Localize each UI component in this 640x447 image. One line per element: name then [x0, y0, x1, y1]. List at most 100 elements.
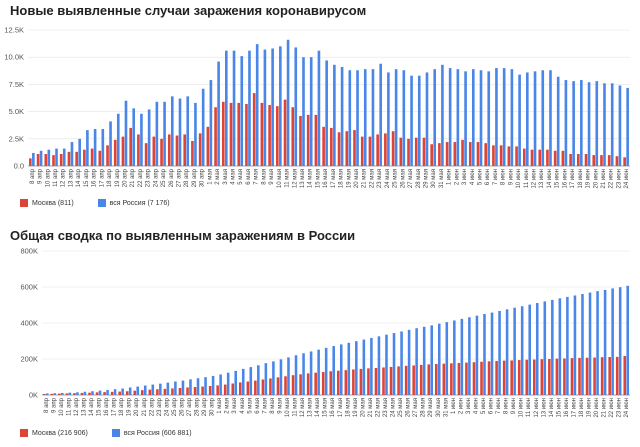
bar-moscow — [314, 372, 317, 395]
bar-moscow — [221, 101, 225, 166]
bar-moscow — [484, 143, 488, 166]
x-tick-label: 28 апр — [195, 397, 201, 416]
x-tick-label: 15 мая — [315, 169, 321, 188]
bar-russia — [264, 363, 268, 395]
x-tick-label: 21 июн — [602, 398, 608, 418]
x-tick-label: 6 мая — [246, 169, 252, 185]
x-tick-label: 9 июн — [511, 398, 517, 414]
x-tick-label: 21 июн — [601, 169, 607, 189]
x-tick-label: 16 мая — [323, 169, 329, 188]
x-tick-label: 22 июн — [609, 169, 615, 189]
bar-russia — [78, 138, 81, 166]
bar-russia — [611, 288, 614, 395]
bar-russia — [76, 392, 79, 395]
bar-russia — [143, 385, 147, 395]
chart-title: Общая сводка по выявленным заражениям в … — [10, 228, 356, 243]
bar-moscow — [600, 155, 603, 166]
x-tick-label: 17 мая — [338, 398, 344, 417]
bar-russia — [132, 108, 136, 166]
bar-moscow — [578, 357, 581, 395]
bar-russia — [437, 323, 441, 395]
bar-russia — [581, 294, 584, 395]
bar-russia — [186, 96, 190, 166]
x-tick-label: 27 апр — [177, 168, 183, 187]
bar-moscow — [95, 392, 99, 395]
bar-russia — [520, 306, 524, 395]
bar-russia — [109, 121, 112, 166]
bar-moscow — [404, 365, 408, 395]
bar-moscow — [268, 105, 271, 166]
bar-moscow — [129, 127, 132, 166]
x-tick-label: 22 апр — [138, 168, 144, 187]
x-tick-label: 10 апр — [45, 168, 51, 187]
bar-moscow — [237, 102, 241, 166]
x-tick-label: 22 апр — [149, 397, 155, 416]
bar-russia — [272, 361, 275, 395]
bar-russia — [181, 380, 185, 395]
bar-russia — [528, 304, 531, 395]
x-tick-label: 26 мая — [406, 398, 412, 417]
bar-russia — [464, 71, 467, 166]
bar-russia — [392, 333, 396, 395]
bar-moscow — [90, 148, 94, 166]
bar-moscow — [178, 387, 182, 395]
bar-russia — [279, 359, 283, 395]
bar-russia — [363, 69, 367, 166]
bar-russia — [47, 149, 51, 166]
legend-item-moscow: Москва (216 906) — [20, 429, 88, 437]
bar-moscow — [623, 157, 626, 166]
bar-moscow — [306, 373, 310, 395]
bar-russia — [572, 81, 575, 166]
bar-russia — [309, 57, 313, 167]
x-tick-label: 20 июн — [594, 398, 600, 418]
bar-russia — [468, 317, 471, 395]
bar-russia — [495, 68, 498, 166]
bar-russia — [610, 83, 614, 166]
bar-moscow — [276, 377, 280, 395]
bar-russia — [302, 353, 305, 395]
bar-russia — [170, 96, 174, 166]
x-tick-label: 16 мая — [330, 398, 336, 417]
bar-moscow — [52, 155, 55, 166]
bar-russia — [68, 392, 72, 395]
bar-moscow — [391, 131, 395, 166]
bar-moscow — [499, 145, 503, 166]
bar-moscow — [517, 360, 521, 395]
x-tick-label: 30 апр — [210, 397, 216, 416]
bar-moscow — [59, 154, 63, 166]
x-tick-label: 15 июн — [555, 169, 561, 189]
bar-russia — [564, 80, 568, 166]
y-tick-label: 2.5K — [9, 134, 24, 143]
x-tick-label: 3 мая — [223, 169, 229, 185]
x-tick-label: 4 мая — [231, 169, 237, 185]
bar-russia — [535, 303, 539, 395]
bar-moscow — [553, 150, 557, 166]
bar-moscow — [461, 139, 464, 166]
bar-moscow — [352, 369, 355, 395]
legend-label-russia: вся Россия (606 881) — [123, 429, 192, 437]
bar-russia — [430, 325, 433, 395]
bar-russia — [456, 69, 460, 166]
x-tick-label: 20 апр — [122, 168, 128, 187]
bar-russia — [588, 292, 592, 395]
bar-moscow — [546, 149, 549, 166]
x-tick-label: 16 июн — [562, 169, 568, 189]
bar-moscow — [67, 151, 71, 166]
x-tick-label: 17 апр — [112, 397, 118, 416]
bar-moscow — [291, 107, 295, 166]
bar-moscow — [36, 154, 40, 166]
bar-russia — [151, 384, 155, 395]
x-tick-label: 4 июн — [470, 169, 476, 185]
y-tick-label: 12.5K — [4, 26, 24, 35]
x-tick-label: 15 мая — [323, 398, 329, 417]
x-tick-label: 19 июн — [587, 398, 593, 418]
x-tick-label: 9 июн — [508, 169, 514, 185]
x-tick-label: 7 июн — [493, 169, 499, 185]
bar-moscow — [570, 358, 574, 395]
bar-russia — [526, 72, 529, 166]
bar-russia — [340, 66, 344, 166]
bar-russia — [618, 85, 622, 166]
x-tick-label: 7 июн — [496, 398, 502, 414]
bar-moscow — [322, 126, 325, 166]
x-tick-label: 13 апр — [81, 397, 87, 416]
